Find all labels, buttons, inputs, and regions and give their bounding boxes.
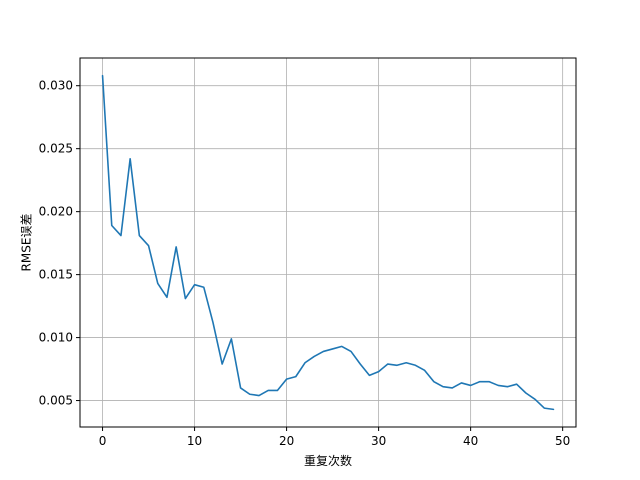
y-tick-label: 0.020 (39, 205, 73, 219)
axis-ticks (76, 85, 564, 431)
series-layer (101, 74, 555, 411)
axis-tick-labels: 0 10 20 30 40 50 0.005 0.010 0.015 0.020 0.025 0.03… (39, 79, 571, 448)
y-tick-label: 0.005 (39, 394, 73, 408)
y-tick-label: 0.030 (39, 79, 73, 93)
y-tick-label: 0.015 (39, 268, 73, 282)
y-tick-label: 0.025 (39, 142, 73, 156)
x-tick-label: 0 (99, 434, 107, 448)
x-tick-label: 40 (463, 434, 478, 448)
x-tick-label: 20 (279, 434, 294, 448)
x-tick-label: 10 (187, 434, 202, 448)
y-tick-label: 0.010 (39, 331, 73, 345)
x-tick-label: 50 (555, 434, 570, 448)
x-axis-label: 重复次数 (304, 453, 352, 468)
y-axis-label: RMSE误差 (20, 214, 34, 272)
series-line (101, 74, 555, 411)
plot-frame (79, 57, 577, 428)
x-tick-label: 30 (371, 434, 386, 448)
grid-lines (80, 58, 576, 427)
